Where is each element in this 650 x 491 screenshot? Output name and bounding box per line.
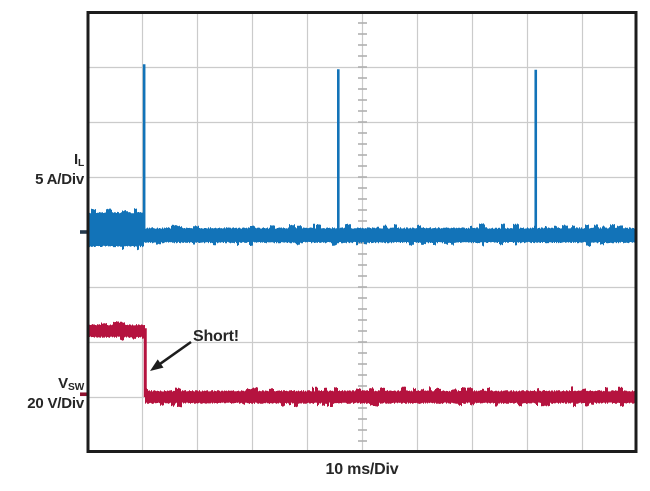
center-axis-tick <box>358 22 367 24</box>
trace-vsw-band <box>87 321 145 341</box>
center-axis-tick <box>358 33 367 35</box>
center-axis-tick <box>358 264 367 266</box>
short-annotation-arrowhead <box>150 359 164 371</box>
center-axis-tick <box>358 77 367 79</box>
center-axis-tick <box>358 176 367 178</box>
center-axis-tick <box>358 418 367 420</box>
plot-border <box>86 11 638 453</box>
center-axis-tick <box>358 286 367 288</box>
channel-vsw-scale: 20 V/Div <box>27 395 84 412</box>
center-axis-tick <box>358 121 367 123</box>
center-axis-tick <box>358 363 367 365</box>
center-axis-tick <box>358 143 367 145</box>
center-axis-tick <box>358 253 367 255</box>
center-axis-tick <box>358 198 367 200</box>
center-axis-tick <box>358 44 367 46</box>
center-axis-tick <box>358 341 367 343</box>
center-axis-tick <box>358 429 367 431</box>
center-axis-tick <box>358 99 367 101</box>
center-axis-tick <box>358 132 367 134</box>
center-axis-tick <box>358 275 367 277</box>
center-axis-tick <box>358 110 367 112</box>
center-axis-tick <box>358 66 367 68</box>
center-axis-tick <box>358 242 367 244</box>
trace-vsw-band <box>145 386 637 408</box>
center-axis-tick <box>358 297 367 299</box>
center-axis-tick <box>358 187 367 189</box>
short-annotation-text: Short! <box>193 328 239 345</box>
center-axis-tick <box>358 154 367 156</box>
center-axis-tick <box>358 319 367 321</box>
center-axis-tick <box>358 165 367 167</box>
channel-vsw-label: VSW 20 V/Div <box>0 375 84 413</box>
center-axis-tick <box>358 209 367 211</box>
trace-il-band <box>144 223 637 247</box>
center-axis-tick <box>358 88 367 90</box>
channel-il-name: IL <box>74 151 84 169</box>
il-reference-tick <box>80 230 89 234</box>
center-axis-tick <box>358 407 367 409</box>
center-axis-tick <box>358 440 367 442</box>
channel-vsw-name: VSW <box>58 375 84 393</box>
channel-il-scale: 5 A/Div <box>35 171 84 188</box>
center-axis-tick <box>358 220 367 222</box>
channel-il-label: IL 5 A/Div <box>0 151 84 189</box>
short-annotation-arrow-line <box>156 340 192 367</box>
center-axis-tick <box>358 374 367 376</box>
center-axis-tick <box>358 385 367 387</box>
vsw-reference-tick <box>80 392 89 397</box>
center-axis-tick <box>358 352 367 354</box>
center-axis-tick <box>358 55 367 57</box>
trace-il-band <box>87 208 144 251</box>
center-axis-tick <box>358 308 367 310</box>
x-axis-label: 10 ms/Div <box>325 461 399 478</box>
center-axis-tick <box>358 330 367 332</box>
